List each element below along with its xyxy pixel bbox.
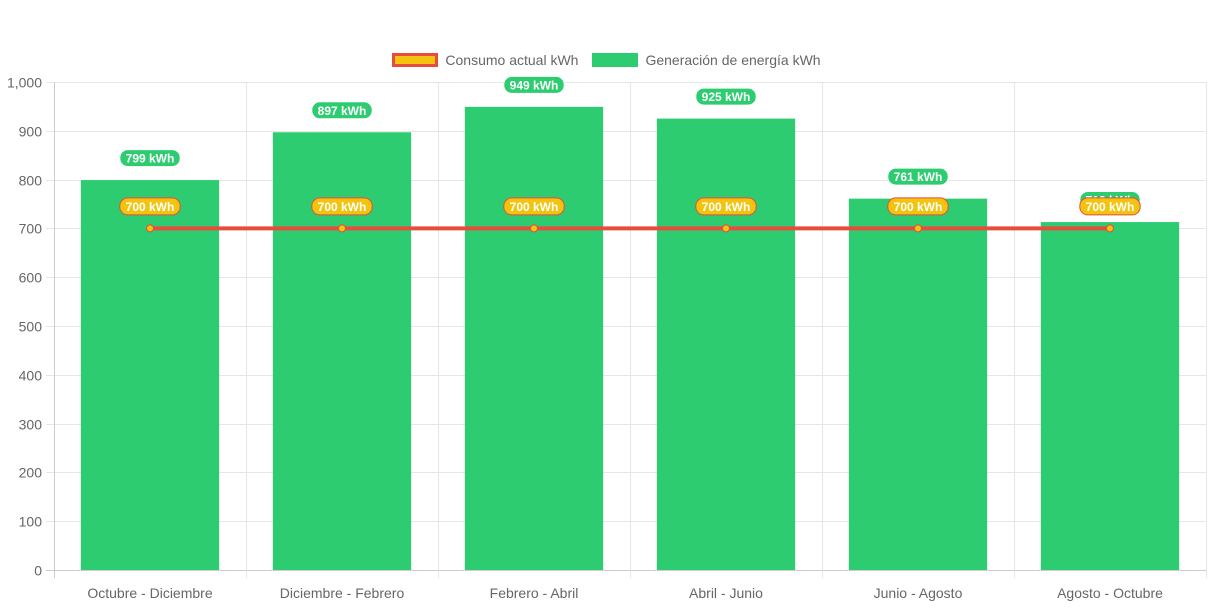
line-data-label: 700 kWh <box>894 200 943 214</box>
bar-data-label: 761 kWh <box>894 170 943 184</box>
y-tick-label: 400 <box>19 368 43 384</box>
bar-data-label-bg <box>119 149 181 168</box>
bar <box>1040 222 1180 570</box>
legend-label-generacion: Generación de energía kWh <box>645 52 821 68</box>
line-point <box>1106 224 1114 233</box>
line-data-label-bg <box>887 197 949 216</box>
bar <box>80 180 220 570</box>
legend-label-consumo: Consumo actual kWh <box>445 52 579 68</box>
line-data-label-bg <box>119 197 181 216</box>
line-point <box>722 224 730 233</box>
y-tick-label: 700 <box>19 221 43 237</box>
y-tick-label: 100 <box>19 514 43 530</box>
line-data-label-bg <box>503 197 565 216</box>
x-tick-label: Diciembre - Febrero <box>280 585 405 601</box>
legend-item-generacion[interactable]: Generación de energía kWh <box>592 52 821 68</box>
bar-data-label: 897 kWh <box>318 104 367 118</box>
y-tick-label: 1,000 <box>7 75 42 91</box>
y-tick-label: 900 <box>19 124 43 140</box>
bar-data-label-bg <box>695 87 757 106</box>
bar-data-label-bg <box>503 75 565 94</box>
x-tick-label: Agosto - Octubre <box>1057 585 1163 601</box>
line-data-label: 700 kWh <box>318 200 367 214</box>
x-tick-label: Junio - Agosto <box>874 585 963 601</box>
line-data-label: 700 kWh <box>510 200 559 214</box>
line-data-label-bg <box>311 197 373 216</box>
legend: Consumo actual kWh Generación de energía… <box>0 52 1213 68</box>
legend-swatch-consumo <box>392 53 439 67</box>
bar-data-label: 949 kWh <box>510 78 559 92</box>
y-tick-label: 300 <box>19 417 43 433</box>
x-tick-label: Octubre - Diciembre <box>87 585 212 601</box>
y-tick-label: 200 <box>19 465 43 481</box>
bar <box>848 198 988 570</box>
line-data-label-bg <box>695 197 757 216</box>
bar <box>464 106 604 570</box>
line-point <box>146 224 154 233</box>
legend-swatch-generacion <box>592 53 639 67</box>
y-tick-label: 0 <box>34 563 42 579</box>
bar-data-label-bg <box>887 167 949 186</box>
line-point <box>530 224 538 233</box>
x-tick-label: Febrero - Abril <box>490 585 579 601</box>
bar <box>656 118 796 570</box>
x-tick-label: Abril - Junio <box>689 585 763 601</box>
line-data-label: 700 kWh <box>126 200 175 214</box>
line-data-label: 700 kWh <box>1086 200 1135 214</box>
y-tick-label: 500 <box>19 319 43 335</box>
legend-item-consumo[interactable]: Consumo actual kWh <box>392 52 578 68</box>
line-point <box>338 224 346 233</box>
y-tick-label: 600 <box>19 270 43 286</box>
bar-data-label: 925 kWh <box>702 90 751 104</box>
line-data-label-bg <box>1079 197 1141 216</box>
line-data-label: 700 kWh <box>702 200 751 214</box>
bar-data-label-bg <box>311 101 373 120</box>
y-tick-label: 800 <box>19 173 43 189</box>
bar-data-label: 799 kWh <box>126 152 175 166</box>
line-point <box>914 224 922 233</box>
